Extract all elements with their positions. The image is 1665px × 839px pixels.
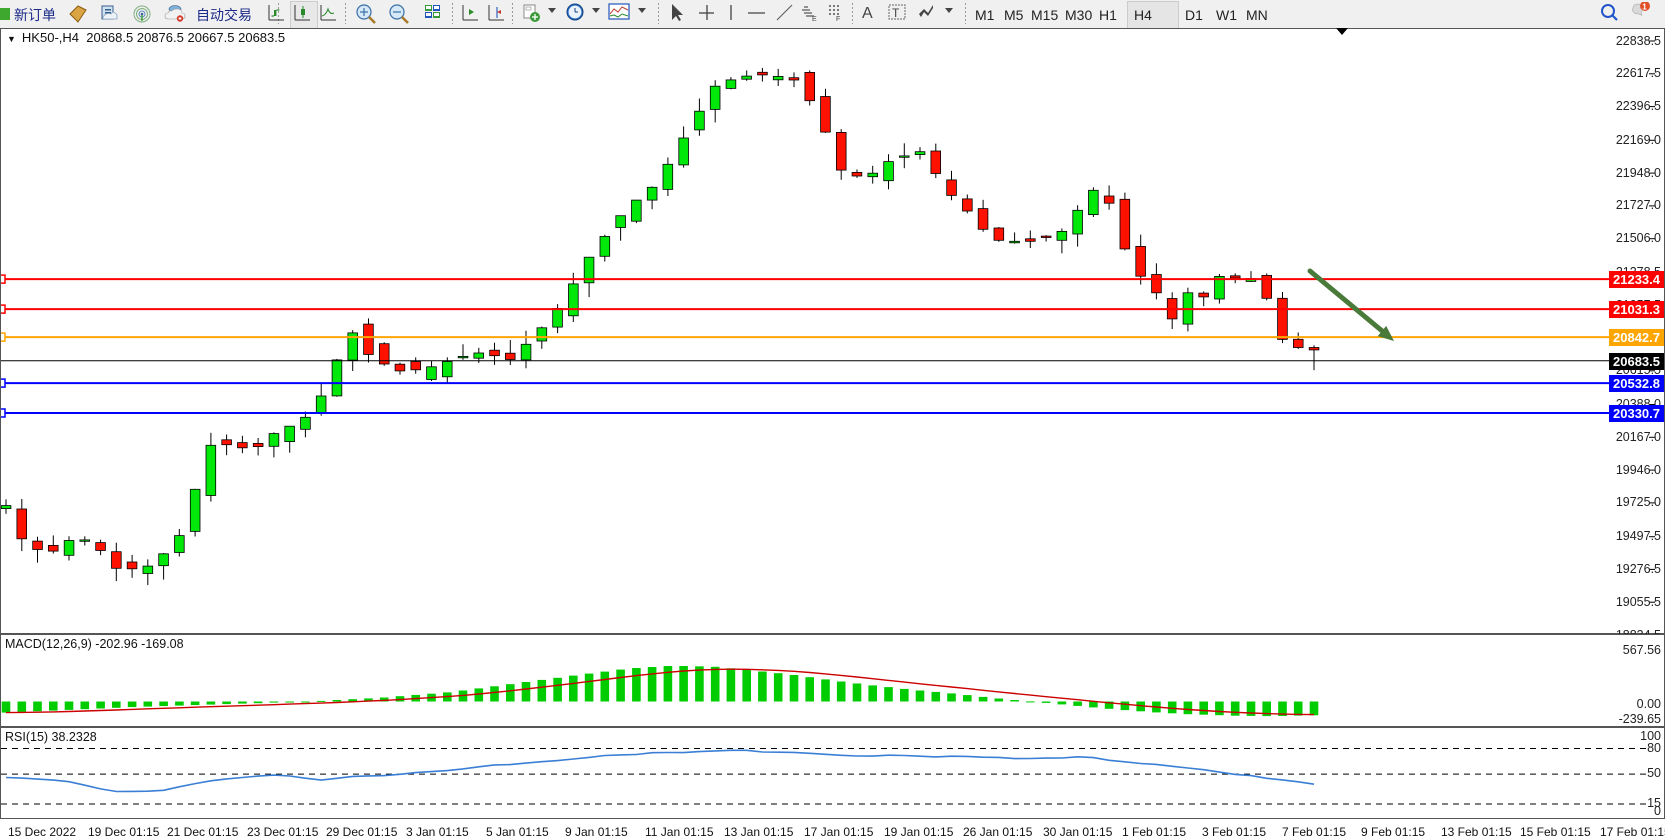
svg-text:F: F bbox=[836, 16, 840, 22]
svg-text:1: 1 bbox=[1642, 2, 1647, 11]
svg-text:E: E bbox=[812, 16, 817, 21]
svg-text:T: T bbox=[892, 6, 900, 20]
svg-text:A: A bbox=[862, 5, 873, 22]
